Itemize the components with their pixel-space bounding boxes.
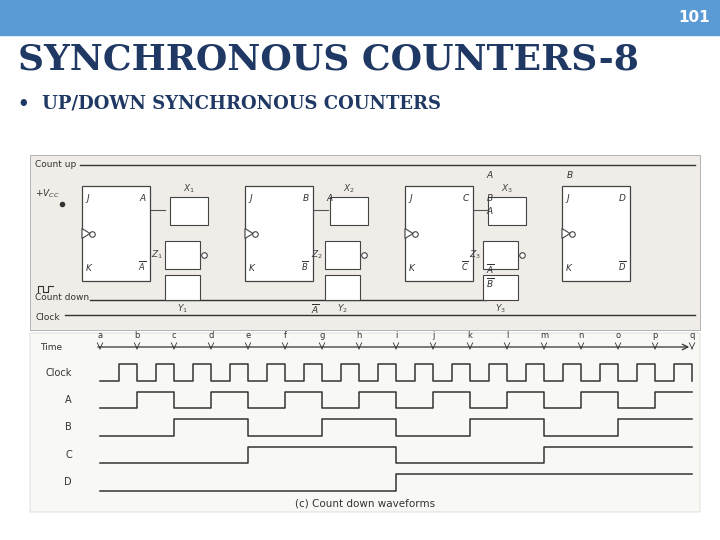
Text: $\overline{D}$: $\overline{D}$ — [618, 259, 626, 273]
Text: o: o — [616, 331, 621, 340]
Bar — [325, 275, 360, 300]
Text: a: a — [97, 331, 102, 340]
Text: q: q — [689, 331, 695, 340]
Text: J: J — [86, 194, 89, 203]
Text: e: e — [246, 331, 251, 340]
Text: c: c — [171, 331, 176, 340]
Text: Count up: Count up — [35, 160, 76, 169]
Text: K: K — [249, 264, 255, 273]
Text: h: h — [356, 331, 361, 340]
Polygon shape — [245, 228, 253, 239]
Text: J: J — [566, 194, 569, 203]
Text: $Z_2$: $Z_2$ — [311, 248, 323, 261]
Text: $Z_1$: $Z_1$ — [151, 248, 163, 261]
Text: f: f — [284, 331, 287, 340]
Text: D: D — [619, 194, 626, 203]
Text: $Z_3$: $Z_3$ — [469, 248, 481, 261]
Text: J: J — [249, 194, 251, 203]
Bar — [0, 0, 720, 35]
Text: $X_3$: $X_3$ — [501, 183, 513, 195]
Text: SYNCHRONOUS COUNTERS-8: SYNCHRONOUS COUNTERS-8 — [18, 43, 639, 77]
Bar — [405, 186, 473, 281]
Bar — [488, 197, 526, 225]
Text: $\overline{A}$: $\overline{A}$ — [486, 262, 495, 276]
Text: K: K — [566, 264, 572, 273]
Bar — [170, 197, 208, 225]
Text: $Y_1$: $Y_1$ — [177, 302, 188, 315]
Text: D: D — [64, 477, 72, 487]
Polygon shape — [82, 228, 90, 239]
Polygon shape — [405, 228, 413, 239]
Bar — [330, 197, 368, 225]
Text: $X_1$: $X_1$ — [183, 183, 195, 195]
Text: Count down: Count down — [35, 293, 89, 302]
Text: d: d — [208, 331, 214, 340]
Text: (c) Count down waveforms: (c) Count down waveforms — [295, 498, 435, 508]
Text: i: i — [395, 331, 397, 340]
Polygon shape — [562, 228, 570, 239]
Text: A: A — [140, 194, 146, 203]
Bar — [165, 241, 200, 269]
Text: B: B — [487, 194, 493, 203]
Text: Time: Time — [40, 342, 62, 352]
Text: $\overline{C}$: $\overline{C}$ — [461, 259, 469, 273]
Text: K: K — [409, 264, 415, 273]
Text: p: p — [652, 331, 657, 340]
Text: g: g — [319, 331, 325, 340]
Text: K: K — [86, 264, 92, 273]
Text: $\overline{B}$: $\overline{B}$ — [486, 276, 494, 289]
Bar — [30, 333, 700, 512]
Text: J: J — [409, 194, 412, 203]
Text: •  UP/DOWN SYNCHRONOUS COUNTERS: • UP/DOWN SYNCHRONOUS COUNTERS — [18, 95, 441, 113]
Text: $Y_2$: $Y_2$ — [337, 302, 348, 315]
Text: B: B — [303, 194, 309, 203]
Bar — [562, 186, 630, 281]
Text: C: C — [66, 450, 72, 460]
Bar — [325, 241, 360, 269]
Text: A: A — [327, 194, 333, 203]
Bar — [165, 275, 200, 300]
Text: $\overline{A}$: $\overline{A}$ — [310, 302, 320, 316]
Text: $\overline{A}$: $\overline{A}$ — [138, 259, 146, 273]
Text: B: B — [66, 422, 72, 433]
Text: $Y_3$: $Y_3$ — [495, 302, 506, 315]
Text: $+V_{CC}$: $+V_{CC}$ — [35, 187, 60, 200]
Bar — [82, 186, 150, 281]
Text: A: A — [66, 395, 72, 405]
Text: n: n — [578, 331, 584, 340]
Text: A: A — [487, 206, 493, 215]
Text: 101: 101 — [678, 10, 710, 25]
Text: $X_2$: $X_2$ — [343, 183, 355, 195]
Bar — [245, 186, 313, 281]
Text: C: C — [463, 194, 469, 203]
Text: A: A — [487, 171, 493, 179]
Text: B: B — [567, 171, 573, 179]
Bar — [483, 275, 518, 300]
Text: k: k — [467, 331, 472, 340]
Bar — [30, 155, 700, 330]
Text: b: b — [135, 331, 140, 340]
Text: $\overline{B}$: $\overline{B}$ — [301, 259, 309, 273]
Text: Clock: Clock — [35, 313, 60, 322]
Text: l: l — [506, 331, 508, 340]
Text: j: j — [432, 331, 434, 340]
Text: Clock: Clock — [45, 368, 72, 377]
Bar — [483, 241, 518, 269]
Text: m: m — [540, 331, 548, 340]
